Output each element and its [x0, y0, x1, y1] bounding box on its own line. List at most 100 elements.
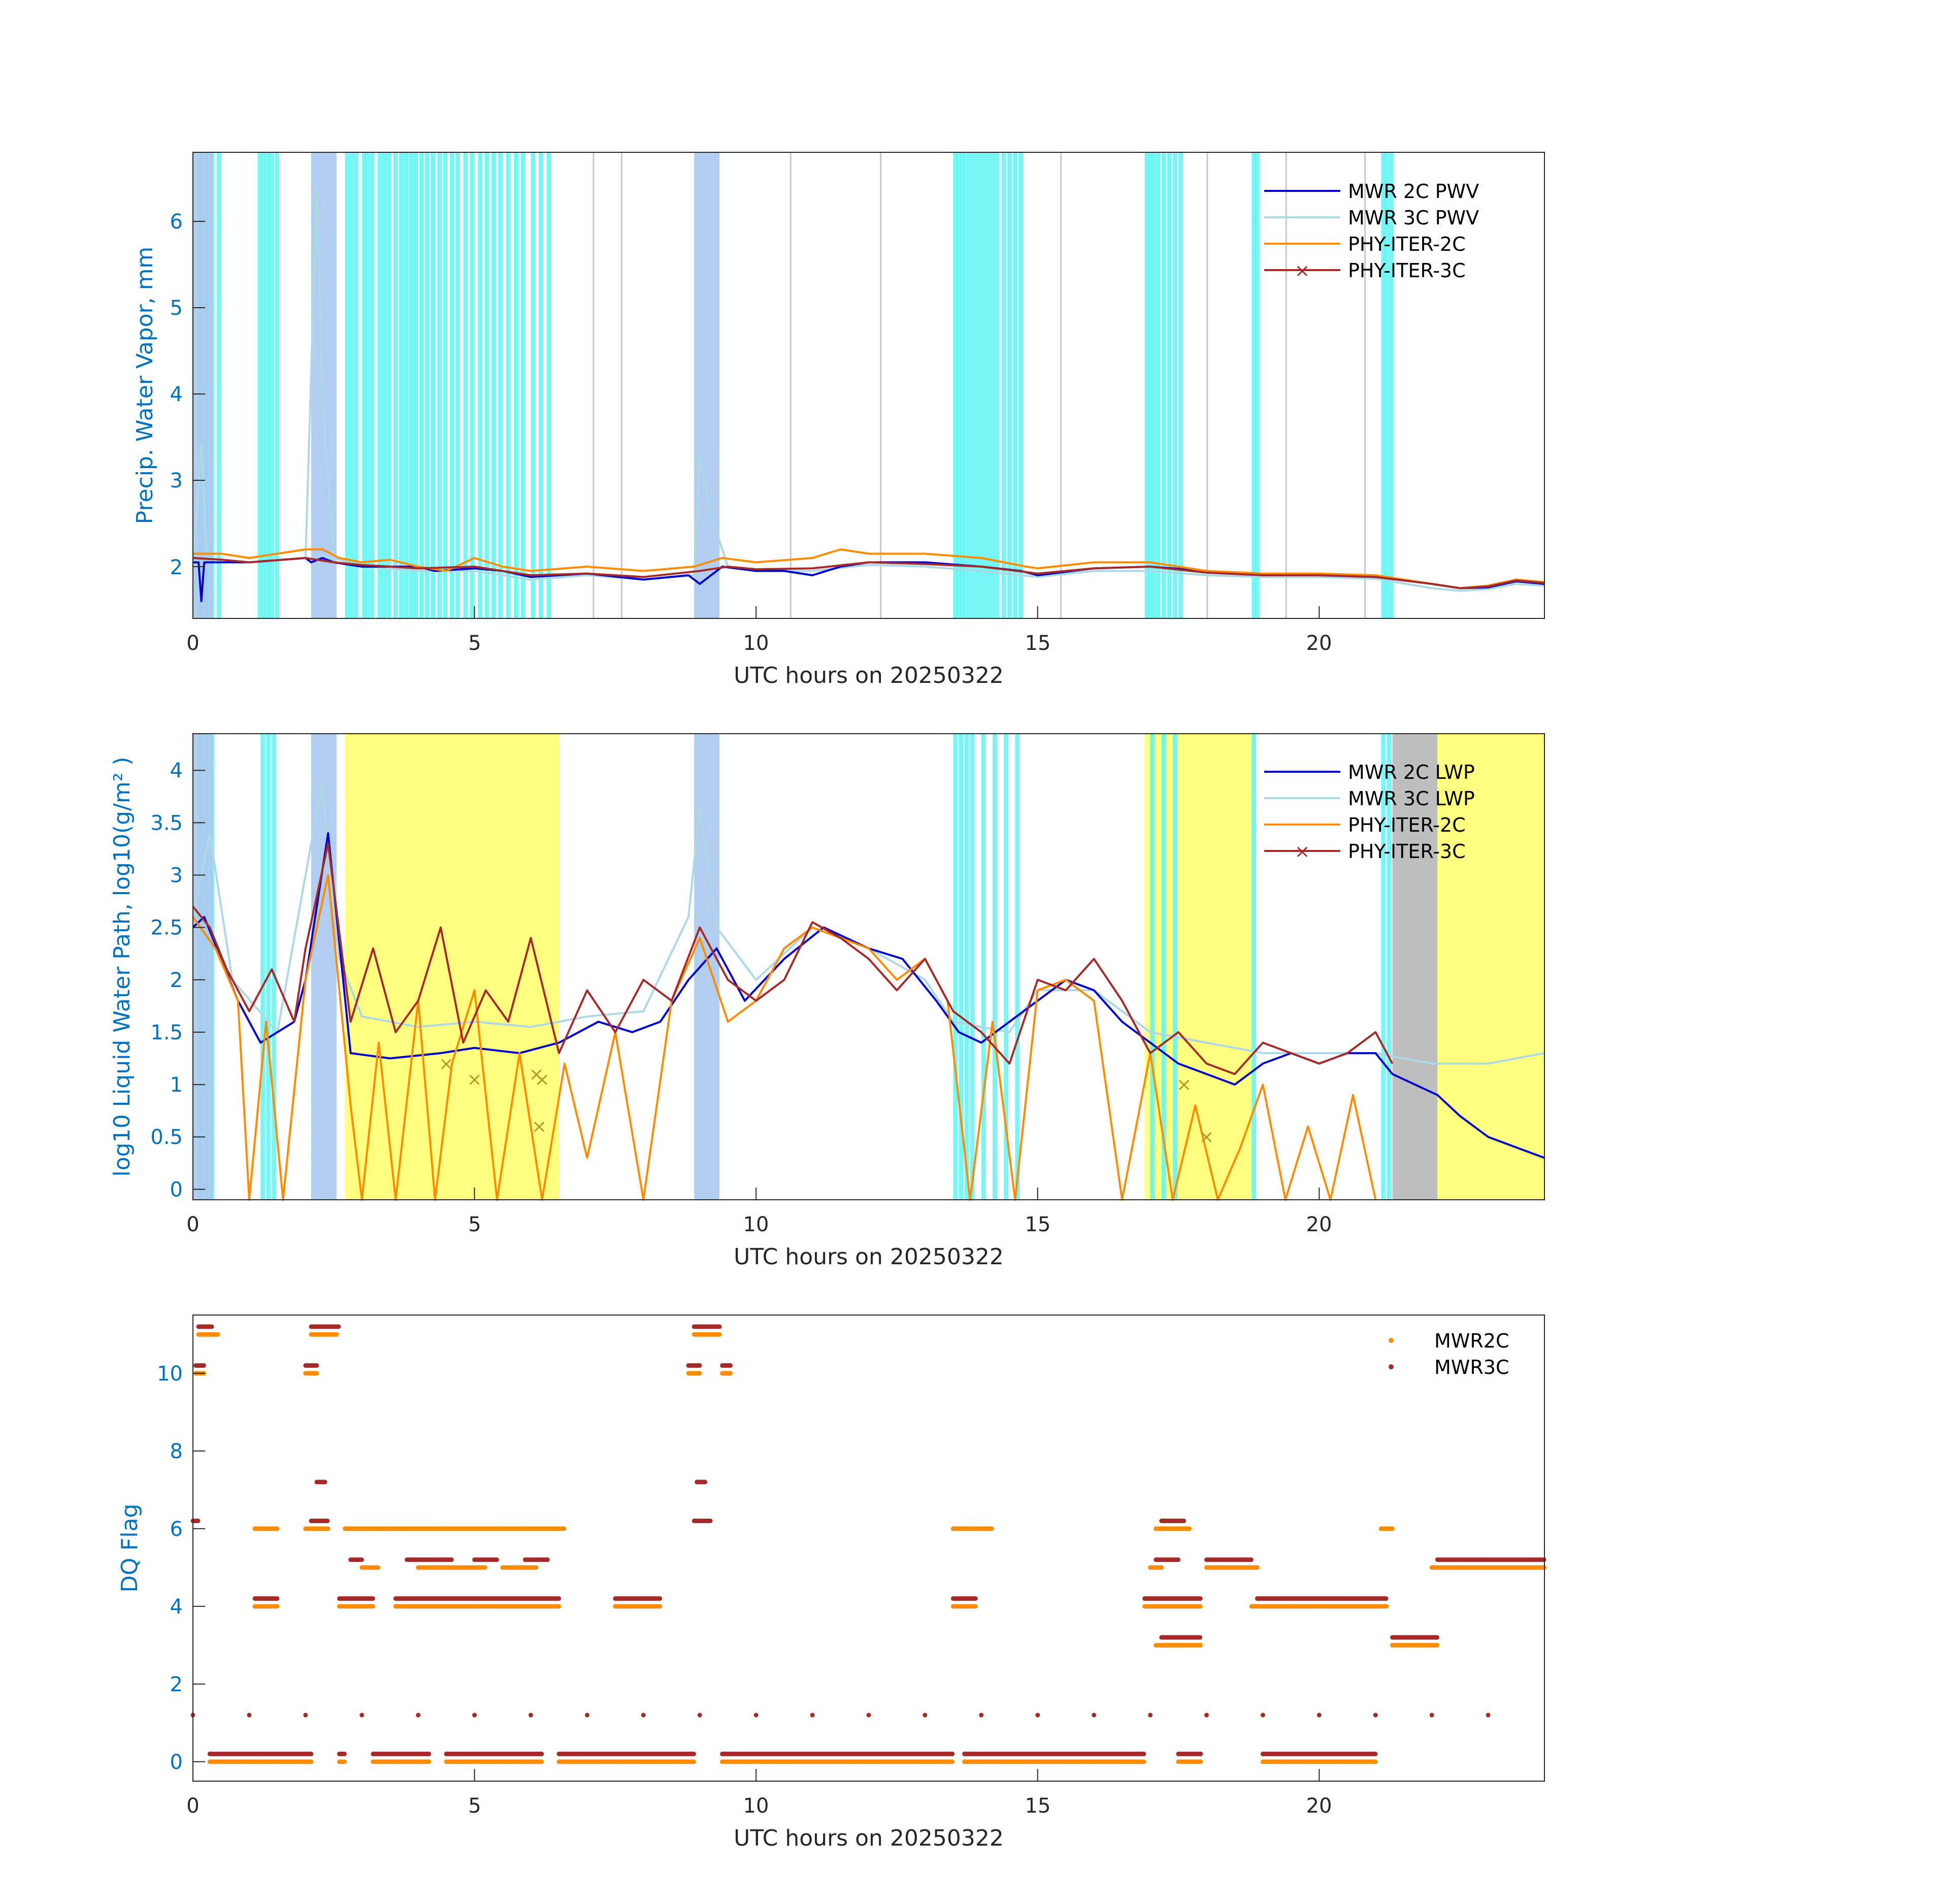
lwp-cyan-line-7 [959, 734, 964, 1200]
pwv-cyan-line-47 [972, 152, 977, 618]
pwv-ytick-5: 5 [170, 297, 183, 320]
lwp-series [192, 770, 1545, 1201]
pwv-legend-phy2c: PHY-ITER-2C [1348, 233, 1466, 255]
pwv-shading [193, 152, 1394, 618]
lwp-legend-phy3c: PHY-ITER-3C [1348, 840, 1466, 863]
dq-mwr3c-point-8-932 [1373, 1751, 1378, 1756]
dq-mwr3c-point-8-100 [309, 1751, 314, 1756]
lwp-panel: ×× ××××× 0 5 10 15 20 00.511.522.533.54 U… [109, 733, 1545, 1270]
dq-mwr2c-point-6-797 [1141, 1759, 1146, 1764]
dq-mwr3c-point-7-2 [303, 1713, 308, 1718]
dq-mwr3c-point-4-276 [1541, 1557, 1546, 1562]
pwv-legend-mwr2c: MWR 2C PWV [1348, 180, 1479, 203]
dq-mwr3c-point-2-8 [322, 1480, 327, 1485]
dq-mwr3c-point-3-5 [195, 1518, 201, 1523]
pwv-cyan-line-21 [409, 152, 414, 618]
lwp-y-ticks: 0 0.5 1 1.5 2 2.5 3 3.5 4 [150, 759, 183, 1201]
pwv-cyan-line-43 [957, 152, 962, 618]
dq-mwr3c-point-4-11 [359, 1557, 364, 1562]
dq-mwr2c-point-2-45 [325, 1526, 331, 1531]
pwv-x-ticks: 0 5 10 15 20 [186, 632, 1332, 655]
dq-ytick-2: 4 [170, 1595, 183, 1619]
lwp-cyan-line-5 [272, 734, 277, 1200]
lwp-x-marker-5: × [1176, 1074, 1192, 1095]
pwv-xtick-20: 20 [1306, 632, 1332, 655]
dq-mwr3c-point-7-11 [810, 1713, 815, 1718]
pwv-blue-band-2 [694, 152, 720, 618]
pwv-cyan-line-56 [1018, 152, 1024, 618]
pwv-xtick-5: 5 [468, 632, 481, 655]
dq-mwr3c-point-5-286 [973, 1596, 978, 1601]
lwp-ytick-2: 1 [170, 1073, 183, 1097]
dq-mwr3c-point-7-6 [529, 1713, 533, 1718]
dq-x-ticks: 0 5 10 15 20 [186, 1794, 1332, 1818]
pwv-cyan-line-68 [1384, 152, 1389, 618]
pwv-cyan-line-28 [449, 152, 454, 618]
pwv-cyan-line-51 [990, 152, 995, 618]
dq-mwr3c-point-7-18 [1204, 1713, 1209, 1718]
dq-mwr3c-point-3-39 [708, 1518, 713, 1523]
pwv-cyan-line-5 [261, 152, 267, 618]
pwv-cyan-line-14 [370, 152, 375, 618]
lwp-ytick-4: 2 [170, 969, 183, 992]
dq-y-ticks: 0 2 4 6 8 10 [157, 1362, 183, 1774]
dq-mwr3c-point-7-8 [641, 1713, 646, 1718]
lwp-x-marker-4: × [532, 1117, 547, 1137]
dq-mwr2c-point-5-44 [1198, 1643, 1203, 1648]
pwv-cyan-line-8 [274, 152, 279, 618]
lwp-ytick-3: 1.5 [150, 1021, 183, 1044]
dq-xtick-20: 20 [1306, 1794, 1332, 1818]
dq-mwr3c-point-8-820 [1198, 1751, 1203, 1756]
pwv-cyan-line-36 [506, 152, 511, 618]
pwv-cyan-line-42 [953, 152, 958, 618]
dq-mwr3c-point-3-22 [325, 1518, 330, 1523]
dq-mwr3c-point-5-22 [275, 1596, 280, 1601]
lwp-x-marker-6: × [1199, 1127, 1214, 1147]
lwp-x-marker-2: × [529, 1064, 544, 1085]
dq-mwr2c-point-2-262 [562, 1526, 567, 1531]
dq-mwr3c-point-6-83 [1434, 1635, 1439, 1640]
pwv-gray-line-3 [880, 152, 882, 618]
dq-mwr2c-point-2-22 [275, 1526, 280, 1531]
pwv-y-ticks: 2 3 4 5 6 [170, 210, 183, 579]
pwv-cyan-line-23 [419, 152, 424, 618]
pwv-cyan-line-32 [478, 152, 483, 618]
dq-mwr2c-point-6-932 [1373, 1759, 1378, 1764]
pwv-blue-band-0 [193, 152, 213, 618]
dq-mwr2c-point-3-16 [376, 1565, 381, 1570]
pwv-gray-line-4 [1060, 152, 1062, 618]
dq-mwr2c-point-3-129 [1159, 1565, 1164, 1570]
pwv-cyan-line-24 [424, 152, 430, 618]
dq-mwr3c-point-5-470 [1384, 1596, 1389, 1601]
lwp-cyan-line-10 [981, 734, 986, 1200]
pwv-cyan-line-18 [393, 152, 398, 618]
pwv-cyan-line-34 [491, 152, 496, 618]
pwv-cyan-line-11 [354, 152, 359, 618]
dq-mwr2c-point-4-286 [973, 1604, 978, 1609]
dq-mwr2c-point-4-476 [1384, 1604, 1389, 1609]
pwv-cyan-line-13 [365, 152, 370, 618]
dq-mwr3c-point-7-13 [923, 1713, 928, 1718]
lwp-axes-box [192, 733, 1545, 1200]
lwp-ytick-6: 3 [170, 864, 183, 887]
pwv-cyan-line-27 [443, 152, 448, 618]
lwp-yellow-band-2 [1437, 734, 1544, 1200]
pwv-cyan-line-17 [386, 152, 391, 618]
dq-mwr3c-point-8-797 [1141, 1751, 1146, 1756]
dq-mwr2c-point-6-100 [309, 1759, 314, 1764]
dq-legend-dot-3c [1389, 1364, 1394, 1369]
pwv-cyan-line-29 [455, 152, 460, 618]
pwv-cyan-line-31 [470, 152, 475, 618]
dq-mwr2c-point-2-347 [1390, 1526, 1395, 1531]
lwp-ylabel: log10 Liquid Water Path, log10(g/m² ) [109, 757, 135, 1176]
dq-mwr3c-point-1-41 [728, 1363, 733, 1368]
pwv-cyan-line-30 [463, 152, 468, 618]
lwp-cyan-line-12 [1004, 734, 1009, 1200]
lwp-cyan-line-18 [1381, 734, 1386, 1200]
dq-mwr3c-point-4-125 [1176, 1557, 1181, 1562]
pwv-cyan-line-48 [976, 152, 981, 618]
pwv-gray-line-2 [789, 152, 792, 618]
lwp-xtick-10: 10 [743, 1213, 769, 1236]
pwv-cyan-line-50 [985, 152, 991, 618]
lwp-ytick-5: 2.5 [150, 916, 183, 940]
